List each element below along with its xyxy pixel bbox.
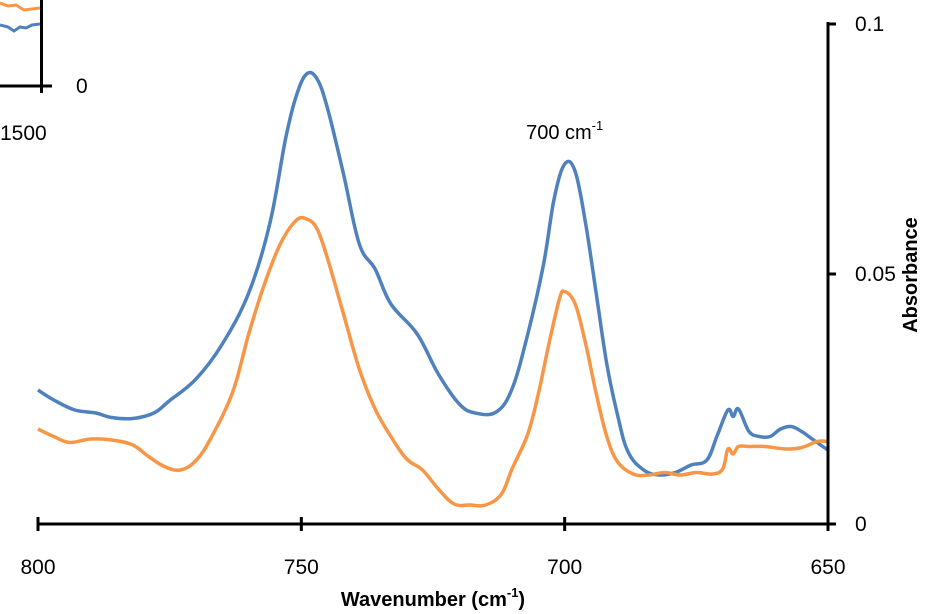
x-tick-label-750: 750	[284, 556, 319, 579]
x-tick-label-650: 650	[810, 556, 845, 579]
y-tick-label-0: 0	[855, 513, 867, 536]
annotation-sup: -1	[592, 118, 604, 133]
ticks: 800 750 700 650 0 0.05 0.1	[20, 13, 895, 579]
x-tick-label-700: 700	[547, 556, 582, 579]
x-tick-label-800: 800	[20, 556, 55, 579]
inset-x-tick-label: 1500	[0, 122, 47, 145]
series-layer	[37, 70, 829, 508]
x-axis-title-end: )	[518, 589, 525, 611]
x-axis-title: Wavenumber (cm-1)	[341, 585, 525, 611]
peak-annotation: 700 cm-1	[526, 118, 603, 144]
inset-series-orange	[0, 1, 41, 12]
annotation-text: 700 cm	[526, 122, 592, 144]
inset-series-blue	[0, 22, 41, 33]
y-tick-label-1: 0.05	[855, 263, 896, 286]
inset-y-tick-label: 0	[76, 75, 88, 98]
x-axis-title-main: Wavenumber (cm	[341, 589, 507, 611]
series-line-0	[37, 70, 829, 477]
y-axis-title: Absorbance	[900, 217, 922, 333]
x-axis-title-sup: -1	[507, 585, 519, 600]
inset-plot: 0 1500	[0, 0, 88, 145]
y-tick-label-2: 0.1	[855, 13, 884, 36]
series-line-1	[37, 215, 829, 508]
